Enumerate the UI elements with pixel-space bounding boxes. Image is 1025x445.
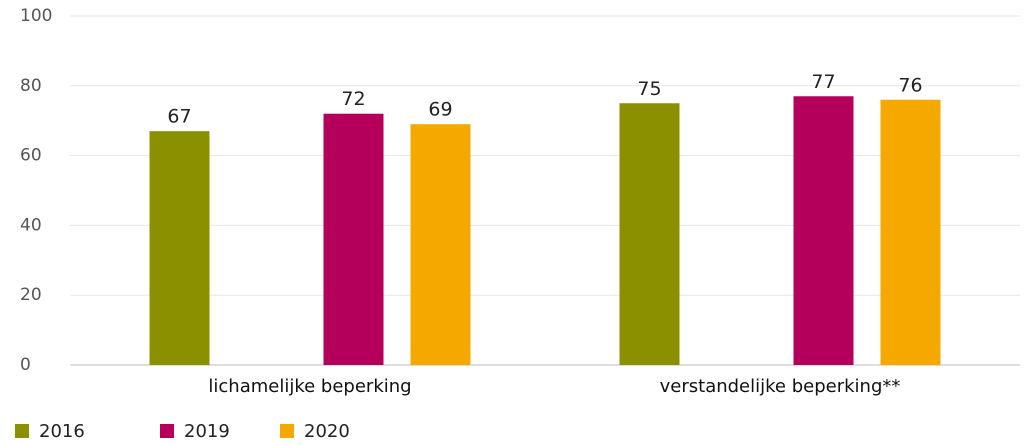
value-label: 75 [637, 78, 661, 100]
bar [880, 99, 941, 365]
y-tick-label: 80 [20, 76, 42, 96]
y-tick-label: 40 [20, 215, 42, 235]
bar [410, 124, 471, 365]
value-label: 77 [811, 71, 835, 93]
legend-swatch [160, 424, 174, 438]
bar [149, 131, 210, 365]
legend-swatch [15, 424, 29, 438]
y-tick-label: 60 [20, 146, 42, 166]
value-label: 67 [167, 106, 191, 128]
value-label: 76 [898, 74, 922, 96]
legend-swatch [280, 424, 294, 438]
bar [619, 103, 680, 365]
y-tick-label: 0 [20, 355, 31, 375]
legend-label: 2019 [184, 421, 230, 442]
x-tick-label: verstandelijke beperking** [660, 376, 901, 397]
bar [323, 113, 384, 365]
y-tick-label: 100 [20, 6, 52, 26]
x-tick-label: lichamelijke beperking [208, 376, 411, 397]
y-tick-label: 20 [20, 285, 42, 305]
value-label: 69 [428, 99, 452, 121]
legend-label: 2020 [304, 421, 350, 442]
bar [793, 96, 854, 366]
legend-label: 2016 [39, 421, 85, 442]
value-label: 72 [341, 88, 365, 110]
